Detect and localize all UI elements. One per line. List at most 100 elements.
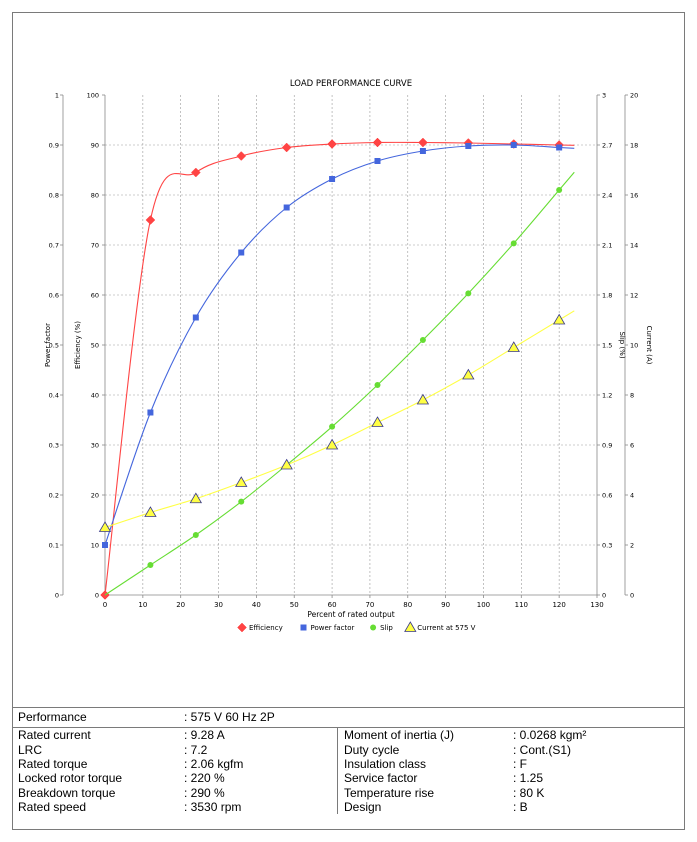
efficiency-tick-label: 30 bbox=[91, 442, 99, 450]
x-tick-label: 0 bbox=[103, 601, 107, 609]
x-tick-label: 120 bbox=[552, 601, 565, 609]
efficiency-tick-label: 100 bbox=[87, 92, 99, 100]
spec-value: : 290 % bbox=[184, 785, 225, 800]
x-tick-label: 30 bbox=[214, 601, 223, 609]
spec-row: Rated speed : 3530 rpm Design : B bbox=[12, 799, 685, 815]
power-factor-tick-label: 0.9 bbox=[49, 142, 59, 150]
x-tick-label: 50 bbox=[290, 601, 299, 609]
spec-label: LRC bbox=[18, 742, 43, 757]
x-tick-label: 20 bbox=[176, 601, 185, 609]
x-tick-label: 10 bbox=[138, 601, 147, 609]
slip-tick-label: 1.8 bbox=[602, 292, 612, 300]
power-factor-tick-label: 0.1 bbox=[49, 542, 59, 550]
power-factor-marker bbox=[283, 204, 290, 211]
power-factor-tick-label: 0.3 bbox=[49, 442, 59, 450]
slip-tick-label: 2.1 bbox=[602, 242, 612, 250]
slip-tick-label: 1.2 bbox=[602, 392, 612, 400]
slip-tick-label: 3 bbox=[602, 92, 606, 100]
power-factor-axis-label: Power factor bbox=[44, 323, 52, 367]
performance-row: Performance : 575 V 60 Hz 2P bbox=[12, 707, 685, 728]
current-tick-label: 16 bbox=[630, 192, 638, 200]
x-tick-label: 110 bbox=[515, 601, 528, 609]
x-tick-label: 90 bbox=[441, 601, 450, 609]
current-at-575-v-marker bbox=[462, 368, 475, 380]
spec-label: Rated current bbox=[18, 728, 91, 743]
legend-efficiency-marker bbox=[237, 622, 247, 633]
slip-axis-label: Slip (%) bbox=[618, 331, 626, 358]
efficiency-marker bbox=[418, 137, 428, 148]
spec-value: : B bbox=[513, 800, 528, 815]
spec-label: Locked rotor torque bbox=[18, 771, 123, 786]
power-factor-marker bbox=[556, 144, 563, 151]
legend-power-factor-marker bbox=[300, 624, 307, 631]
spec-label: Duty cycle bbox=[337, 742, 507, 757]
slip-tick-label: 2.4 bbox=[602, 192, 612, 200]
current-tick-label: 14 bbox=[630, 242, 638, 250]
spec-label: Moment of inertia (J) bbox=[337, 727, 507, 743]
efficiency-tick-label: 60 bbox=[91, 292, 99, 300]
power-factor-tick-label: 0.7 bbox=[49, 242, 59, 250]
power-factor-marker bbox=[374, 158, 381, 164]
current-at-575-v-marker bbox=[371, 416, 384, 427]
power-factor-tick-label: 0.2 bbox=[49, 492, 59, 500]
current-tick-label: 20 bbox=[630, 92, 638, 100]
power-factor-tick-label: 0.6 bbox=[49, 292, 59, 300]
current-tick-label: 18 bbox=[630, 142, 638, 150]
efficiency-marker bbox=[190, 167, 201, 178]
spec-value: : 1.25 bbox=[513, 771, 544, 786]
legend-slip-marker bbox=[370, 624, 377, 631]
report-frame bbox=[12, 12, 685, 830]
current-at-575-v-marker bbox=[416, 393, 430, 405]
current-at-575-v-marker bbox=[552, 313, 566, 325]
slip-tick-label: 0.9 bbox=[602, 442, 612, 450]
spec-label: Design bbox=[337, 799, 507, 815]
current-at-575-v-marker bbox=[507, 341, 520, 352]
slip-marker bbox=[556, 187, 563, 193]
slip-tick-label: 0.6 bbox=[602, 492, 612, 500]
slip-marker bbox=[510, 240, 517, 247]
slip-tick-label: 1.5 bbox=[602, 342, 612, 350]
spec-row: LRC : 7.2 Duty cycle : Cont.(S1) bbox=[12, 742, 685, 757]
spec-label: Insulation class bbox=[337, 756, 507, 772]
power-factor-tick-label: 1 bbox=[55, 92, 59, 100]
current-tick-label: 12 bbox=[630, 292, 638, 300]
efficiency-marker bbox=[281, 142, 292, 153]
chart-title: LOAD PERFORMANCE CURVE bbox=[290, 79, 412, 89]
power-factor-marker bbox=[329, 176, 336, 182]
efficiency-marker bbox=[236, 151, 247, 161]
spec-value: : 80 K bbox=[513, 785, 545, 800]
legend-current-at-575-v-marker bbox=[404, 621, 417, 632]
x-tick-label: 40 bbox=[252, 601, 261, 609]
spec-row: Locked rotor torque : 220 % Service fact… bbox=[12, 771, 685, 786]
power-factor-tick-label: 0.8 bbox=[49, 192, 59, 200]
spec-label: Service factor bbox=[337, 771, 507, 786]
slip-marker bbox=[374, 382, 381, 388]
efficiency-marker bbox=[145, 215, 156, 225]
spec-table: Performance : 575 V 60 Hz 2P Rated curre… bbox=[12, 707, 685, 815]
current-tick-label: 2 bbox=[630, 542, 634, 550]
current-at-575-v-marker bbox=[144, 506, 157, 517]
spec-value: : 0.0268 kgm² bbox=[513, 728, 587, 743]
spec-value: : 220 % bbox=[184, 771, 225, 786]
slip-marker bbox=[147, 562, 154, 568]
efficiency-tick-label: 0 bbox=[95, 592, 99, 600]
power-factor-marker bbox=[238, 249, 245, 256]
current-tick-label: 10 bbox=[630, 342, 638, 350]
efficiency-axis-label: Efficiency (%) bbox=[74, 321, 82, 369]
legend-slip-label: Slip bbox=[380, 624, 393, 632]
x-tick-label: 70 bbox=[365, 601, 374, 609]
current-axis-label: Current (A) bbox=[645, 326, 653, 365]
slip-tick-label: 2.7 bbox=[602, 142, 612, 150]
spec-value: : 7.2 bbox=[184, 742, 208, 757]
spec-value: : F bbox=[513, 756, 527, 771]
legend-current-at-575-v-label: Current at 575 V bbox=[417, 624, 475, 632]
power-factor-tick-label: 0.5 bbox=[49, 342, 59, 350]
efficiency-tick-label: 70 bbox=[91, 242, 99, 250]
performance-label: Performance bbox=[12, 707, 178, 728]
legend-power-factor-label: Power factor bbox=[311, 624, 355, 632]
spec-value: : 2.06 kgfm bbox=[184, 756, 244, 771]
efficiency-tick-label: 50 bbox=[91, 342, 99, 350]
power-factor-marker bbox=[419, 148, 426, 154]
efficiency-tick-label: 40 bbox=[91, 392, 99, 400]
